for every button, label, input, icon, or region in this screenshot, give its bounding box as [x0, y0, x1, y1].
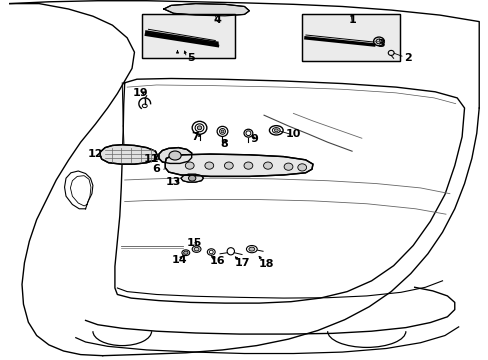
- Text: 7: 7: [191, 132, 199, 142]
- Text: 9: 9: [250, 134, 258, 144]
- Ellipse shape: [194, 247, 199, 251]
- Text: 2: 2: [404, 53, 411, 63]
- Text: 18: 18: [258, 258, 273, 269]
- Ellipse shape: [183, 251, 187, 255]
- Text: 19: 19: [133, 88, 148, 98]
- Text: 1: 1: [347, 15, 355, 25]
- Text: 11: 11: [143, 154, 159, 164]
- Bar: [142, 14, 234, 58]
- Ellipse shape: [221, 130, 224, 133]
- Text: 6: 6: [152, 164, 160, 174]
- Text: 15: 15: [186, 238, 202, 248]
- Ellipse shape: [204, 162, 213, 169]
- Polygon shape: [159, 148, 191, 163]
- Ellipse shape: [185, 162, 194, 169]
- Ellipse shape: [284, 163, 292, 170]
- Bar: [302, 14, 399, 61]
- Bar: [302, 14, 399, 61]
- Text: 17: 17: [234, 258, 249, 268]
- Ellipse shape: [244, 162, 252, 169]
- Ellipse shape: [188, 175, 195, 181]
- Ellipse shape: [375, 39, 381, 44]
- Ellipse shape: [169, 151, 181, 160]
- Polygon shape: [100, 145, 157, 164]
- Text: 3: 3: [377, 39, 385, 49]
- Polygon shape: [165, 154, 312, 176]
- Text: 14: 14: [172, 255, 187, 265]
- Ellipse shape: [197, 126, 201, 130]
- Text: 13: 13: [165, 177, 181, 187]
- Polygon shape: [163, 4, 249, 16]
- Ellipse shape: [248, 247, 254, 251]
- Bar: [142, 14, 234, 58]
- Text: 12: 12: [87, 149, 103, 159]
- Ellipse shape: [297, 164, 306, 171]
- Text: 10: 10: [285, 129, 301, 139]
- Text: 4: 4: [213, 15, 221, 25]
- Text: 16: 16: [209, 256, 224, 266]
- Text: 8: 8: [220, 139, 227, 149]
- Polygon shape: [181, 174, 203, 182]
- Ellipse shape: [274, 129, 278, 132]
- Ellipse shape: [263, 162, 272, 169]
- Ellipse shape: [224, 162, 233, 169]
- Text: 5: 5: [186, 53, 194, 63]
